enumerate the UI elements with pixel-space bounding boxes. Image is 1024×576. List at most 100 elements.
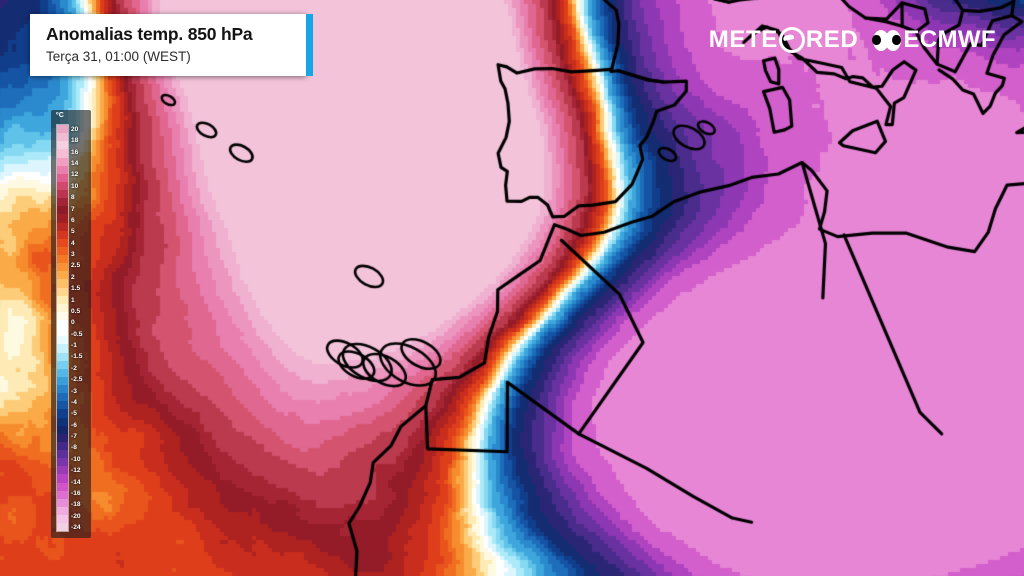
colorbar-swatch: [57, 263, 68, 272]
colorbar-swatch: [57, 385, 68, 394]
colorbar-tick-labels: 20 18 16 14 12 10 8 7 6 5 4 3 2.5 2 1.5 1 0.5 0 -0.5 -1 -1.5…: [71, 124, 91, 532]
colorbar-tick: 20: [71, 126, 79, 133]
colorbar-tick: -1: [71, 342, 77, 350]
colorbar-swatch: [57, 425, 68, 434]
colorbar-swatch: [57, 279, 68, 288]
colorbar-swatch: [57, 393, 68, 402]
colorbar-swatch: [57, 352, 68, 361]
colorbar-swatch: [57, 133, 68, 142]
colorbar-tick: 16: [71, 148, 79, 156]
colorbar-swatch: [57, 466, 68, 475]
colorbar-tick: 12: [71, 171, 79, 179]
colorbar-swatch: [57, 181, 68, 190]
colorbar-tick: -2.5: [71, 376, 83, 384]
colorbar-swatch: [57, 490, 68, 499]
colorbar-swatch: [57, 320, 68, 329]
colorbar-tick: 1: [71, 296, 75, 304]
colorbar-swatch: [57, 198, 68, 207]
colorbar-tick: -18: [71, 501, 81, 509]
colorbar-tick: -2: [71, 364, 77, 372]
colorbar-swatch: [57, 441, 68, 450]
colorbar-tick: -20: [71, 512, 81, 520]
title-card-accent-bar: [306, 14, 313, 76]
colorbar-swatch: [57, 214, 68, 223]
colorbar-tick: 18: [71, 137, 79, 145]
colorbar-swatch: [57, 482, 68, 491]
colorbar-swatch: [57, 498, 68, 507]
colorbar-swatch: [57, 173, 68, 182]
colorbar-swatch: [57, 246, 68, 255]
ecmwf-emblem-icon: [872, 29, 902, 51]
colorbar-swatch: [57, 515, 68, 524]
page-title: Anomalias temp. 850 hPa: [46, 24, 253, 44]
colorbar-swatch: [57, 206, 68, 215]
colorbar-tick: -12: [71, 467, 81, 475]
colorbar-swatch: [57, 417, 68, 426]
colorbar-tick: -6: [71, 421, 77, 429]
colorbar-swatch: [57, 157, 68, 166]
colorbar-tick: 8: [71, 194, 75, 202]
colorbar-swatch: [57, 271, 68, 280]
colorbar-tick: -0.5: [71, 330, 83, 338]
colorbar-swatch: [57, 165, 68, 174]
colorbar-tick: 3: [71, 251, 75, 259]
colorbar-swatch: [57, 458, 68, 467]
meteored-logo-text-post: RED: [805, 26, 859, 53]
forecast-timestamp: Terça 31, 01:00 (WEST): [46, 49, 191, 64]
colorbar-tick: -24: [71, 524, 81, 531]
ecmwf-logo[interactable]: ECMWF: [872, 26, 996, 54]
colorbar-tick: 0: [71, 319, 75, 327]
colorbar-swatch: [57, 336, 68, 345]
colorbar-swatch: [57, 523, 68, 531]
colorbar-swatch: [57, 450, 68, 459]
colorbar-swatch: [57, 125, 68, 134]
colorbar-tick: -1.5: [71, 353, 83, 361]
meteored-logo[interactable]: METE RED: [709, 26, 859, 54]
meteored-cloud-icon: [778, 27, 805, 53]
colorbar-swatch: [57, 255, 68, 264]
colorbar-gradient: [56, 124, 69, 532]
colorbar-swatch: [57, 149, 68, 158]
title-card: Anomalias temp. 850 hPa Terça 31, 01:00 …: [30, 14, 313, 76]
colorbar-tick: 14: [71, 160, 79, 168]
colorbar-tick: 7: [71, 205, 75, 213]
colorbar-swatch: [57, 506, 68, 515]
colorbar-tick: 1.5: [71, 285, 81, 293]
colorbar-tick: 6: [71, 216, 75, 224]
colorbar-tick: -14: [71, 478, 81, 486]
ecmwf-logo-text: ECMWF: [903, 26, 996, 53]
colorbar-tick: -10: [71, 455, 81, 463]
colorbar-swatch: [57, 303, 68, 312]
meteored-logo-text-pre: METE: [708, 26, 778, 53]
colorbar-tick: -4: [71, 398, 77, 406]
colorbar-swatch: [57, 433, 68, 442]
logo-group: METE RED ECMWF: [709, 26, 996, 54]
colorbar-swatch: [57, 287, 68, 296]
colorbar-tick: 4: [71, 239, 75, 247]
colorbar-legend[interactable]: ºC 20 18 16 14 12 10 8 7 6 5 4 3 2.5 2 1.5 1 0.5 0 -0.5 -1 -…: [51, 110, 91, 538]
colorbar-swatch: [57, 360, 68, 369]
colorbar-swatch: [57, 368, 68, 377]
colorbar-tick: -5: [71, 410, 77, 418]
colorbar-swatch: [57, 401, 68, 410]
colorbar-swatch: [57, 409, 68, 418]
colorbar-tick: 0.5: [71, 307, 81, 315]
colorbar-swatch: [57, 238, 68, 247]
colorbar-swatch: [57, 141, 68, 150]
colorbar-swatch: [57, 376, 68, 385]
colorbar-tick: 2: [71, 273, 75, 281]
colorbar-tick: -7: [71, 433, 77, 441]
colorbar-tick: 5: [71, 228, 75, 236]
colorbar-swatch: [57, 328, 68, 337]
colorbar-swatch: [57, 311, 68, 320]
colorbar-swatch: [57, 295, 68, 304]
colorbar-swatch: [57, 474, 68, 483]
colorbar-swatch: [57, 222, 68, 231]
colorbar-tick: 2.5: [71, 262, 81, 270]
legend-unit-label: ºC: [56, 112, 65, 119]
colorbar-tick: -8: [71, 444, 77, 452]
colorbar-swatch: [57, 344, 68, 353]
